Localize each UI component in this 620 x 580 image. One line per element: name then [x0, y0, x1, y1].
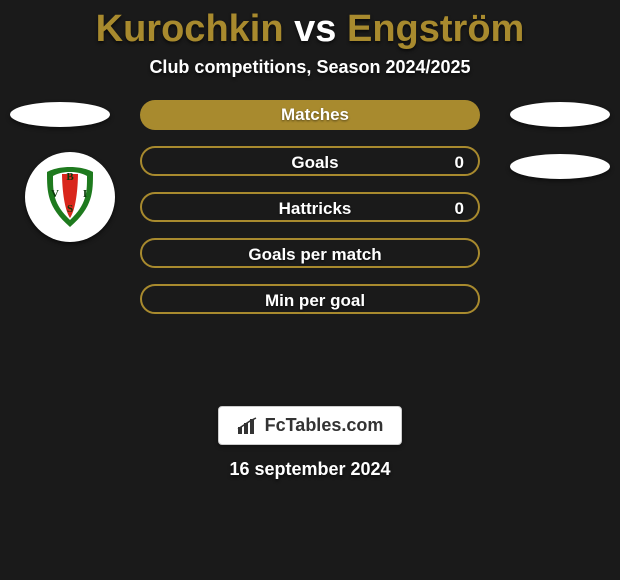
subtitle: Club competitions, Season 2024/2025 — [0, 57, 620, 78]
footer-brand-wrap: FcTables.com — [0, 400, 620, 445]
bar-chart-icon — [237, 417, 259, 435]
brand-badge: FcTables.com — [218, 406, 403, 445]
comparison-infographic: Kurochkin vs Engström Club competitions,… — [0, 0, 620, 580]
stat-bar-label: Hattricks — [142, 194, 478, 220]
placeholder-oval — [10, 102, 110, 127]
page-title: Kurochkin vs Engström — [0, 0, 620, 51]
club-badge-svg: BV IS — [35, 162, 105, 232]
brand-text: FcTables.com — [265, 415, 384, 435]
stat-bar-label: Goals per match — [142, 240, 478, 266]
stat-bar: Goals per match — [140, 238, 480, 268]
stat-bar: Hattricks0 — [140, 192, 480, 222]
stat-bars: MatchesGoals0Hattricks0Goals per matchMi… — [140, 100, 480, 330]
stat-bar-label: Min per goal — [142, 286, 478, 312]
svg-text:B: B — [66, 171, 74, 183]
svg-text:V: V — [51, 188, 59, 200]
compare-area: BVIS MatchesGoals0Hattricks0Goals per ma… — [0, 100, 620, 400]
svg-text:I: I — [83, 188, 87, 200]
placeholder-oval — [510, 154, 610, 179]
svg-text:S: S — [67, 203, 73, 215]
date-text: 16 september 2024 — [0, 459, 620, 480]
stat-bar-label: Matches — [140, 100, 480, 130]
stat-bar: Min per goal — [140, 284, 480, 314]
club-badge: BV IS — [25, 152, 115, 242]
stat-bar-right-value: 0 — [455, 148, 464, 174]
stat-bar: Matches — [140, 100, 480, 130]
placeholder-oval — [510, 102, 610, 127]
stat-bar-label: Goals — [142, 148, 478, 174]
stat-bar-right-value: 0 — [455, 194, 464, 220]
stat-bar: Goals0 — [140, 146, 480, 176]
